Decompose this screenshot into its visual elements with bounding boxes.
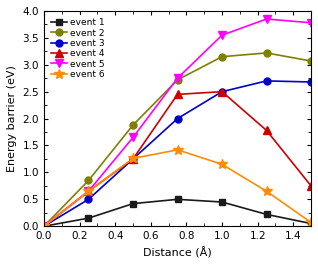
event 4 (220, 90, 224, 93)
event 3 (42, 225, 46, 228)
event 1 (176, 198, 179, 201)
event 3 (176, 117, 179, 120)
event 4 (309, 184, 313, 187)
Line: event 3: event 3 (40, 77, 315, 230)
event 3 (265, 79, 268, 82)
event 2 (176, 78, 179, 81)
event 6 (220, 163, 224, 166)
event 1 (265, 213, 268, 216)
X-axis label: Distance (Å): Distance (Å) (143, 247, 212, 258)
event 1 (86, 217, 90, 220)
event 5 (265, 17, 268, 21)
event 5 (220, 34, 224, 37)
event 4 (42, 225, 46, 228)
event 5 (309, 21, 313, 24)
event 2 (131, 123, 135, 127)
event 3 (86, 198, 90, 201)
event 5 (86, 190, 90, 193)
event 3 (220, 90, 224, 93)
event 6 (176, 148, 179, 151)
event 1 (42, 225, 46, 228)
event 6 (131, 157, 135, 160)
event 2 (42, 225, 46, 228)
Line: event 6: event 6 (39, 145, 316, 231)
event 2 (86, 179, 90, 182)
Line: event 4: event 4 (40, 88, 315, 230)
event 6 (265, 190, 268, 193)
event 3 (309, 80, 313, 83)
event 4 (131, 157, 135, 161)
event 6 (86, 190, 90, 193)
event 4 (265, 129, 268, 132)
event 2 (265, 51, 268, 55)
event 1 (131, 202, 135, 205)
event 3 (131, 157, 135, 161)
Line: event 1: event 1 (41, 196, 314, 229)
event 5 (131, 136, 135, 139)
event 5 (176, 77, 179, 80)
event 5 (42, 225, 46, 228)
Line: event 5: event 5 (40, 15, 315, 230)
event 2 (309, 59, 313, 63)
event 2 (220, 55, 224, 58)
Legend: event 1, event 2, event 3, event 4, event 5, event 6: event 1, event 2, event 3, event 4, even… (49, 15, 107, 82)
event 4 (86, 190, 90, 193)
Y-axis label: Energy barrier (eV): Energy barrier (eV) (7, 65, 17, 172)
event 1 (309, 222, 313, 225)
event 4 (176, 93, 179, 96)
event 6 (42, 225, 46, 228)
event 6 (309, 221, 313, 224)
event 1 (220, 200, 224, 204)
Line: event 2: event 2 (40, 50, 315, 230)
